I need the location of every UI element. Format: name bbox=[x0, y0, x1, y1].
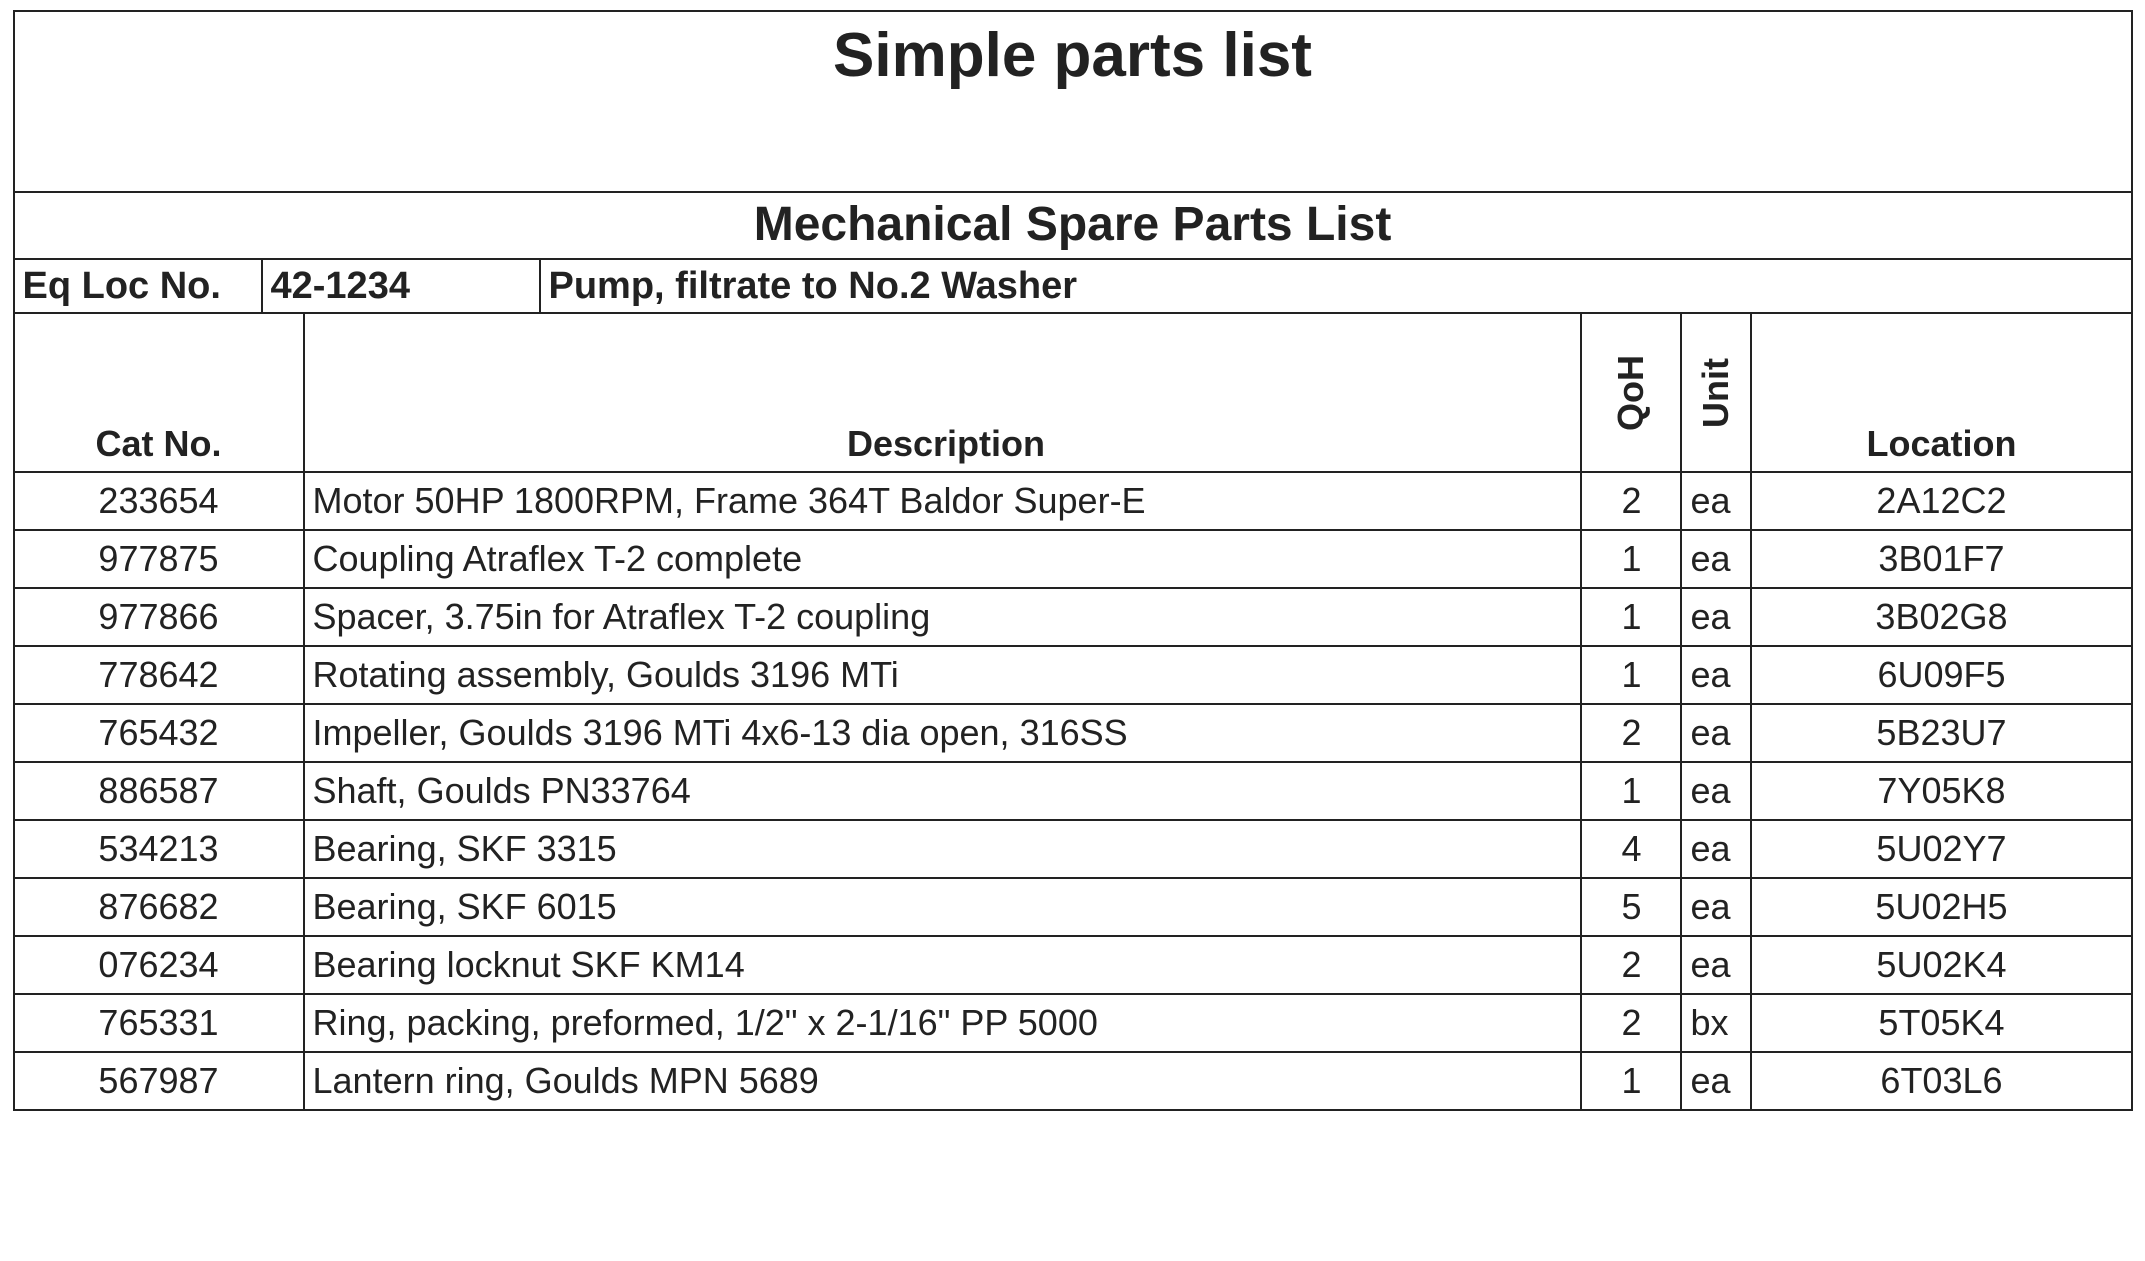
equipment-row: Eq Loc No. 42-1234 Pump, filtrate to No.… bbox=[14, 259, 2132, 313]
cell-loc: 3B01F7 bbox=[1751, 530, 2131, 588]
cell-qoh: 1 bbox=[1581, 530, 1681, 588]
title-cell: Simple parts list bbox=[14, 11, 2132, 192]
cell-qoh: 1 bbox=[1581, 1052, 1681, 1110]
header-qoh: QoH bbox=[1581, 313, 1681, 472]
table-row: 534213Bearing, SKF 33154ea5U02Y7 bbox=[14, 820, 2132, 878]
cell-qoh: 1 bbox=[1581, 762, 1681, 820]
cell-unit: ea bbox=[1681, 762, 1751, 820]
cell-cat: 567987 bbox=[14, 1052, 304, 1110]
parts-list-table: Simple parts list Mechanical Spare Parts… bbox=[13, 10, 2133, 1111]
table-row: 977875Coupling Atraflex T-2 complete1ea3… bbox=[14, 530, 2132, 588]
cell-desc: Impeller, Goulds 3196 MTi 4x6-13 dia ope… bbox=[304, 704, 1582, 762]
cell-loc: 5U02H5 bbox=[1751, 878, 2131, 936]
cell-desc: Motor 50HP 1800RPM, Frame 364T Baldor Su… bbox=[304, 472, 1582, 530]
equipment-cell: Eq Loc No. 42-1234 Pump, filtrate to No.… bbox=[14, 259, 2132, 313]
cell-unit: bx bbox=[1681, 994, 1751, 1052]
cell-cat: 886587 bbox=[14, 762, 304, 820]
cell-cat: 778642 bbox=[14, 646, 304, 704]
table-row: 778642Rotating assembly, Goulds 3196 MTi… bbox=[14, 646, 2132, 704]
cell-qoh: 2 bbox=[1581, 704, 1681, 762]
eq-loc-number: 42-1234 bbox=[262, 260, 540, 312]
cell-unit: ea bbox=[1681, 936, 1751, 994]
cell-unit: ea bbox=[1681, 472, 1751, 530]
cell-cat: 765331 bbox=[14, 994, 304, 1052]
cell-loc: 7Y05K8 bbox=[1751, 762, 2131, 820]
cell-qoh: 1 bbox=[1581, 646, 1681, 704]
title-row: Simple parts list bbox=[14, 11, 2132, 192]
cell-desc: Coupling Atraflex T-2 complete bbox=[304, 530, 1582, 588]
cell-cat: 765432 bbox=[14, 704, 304, 762]
cell-loc: 3B02G8 bbox=[1751, 588, 2131, 646]
cell-desc: Rotating assembly, Goulds 3196 MTi bbox=[304, 646, 1582, 704]
column-header-row: Cat No. Description QoH Unit Location bbox=[14, 313, 2132, 472]
cell-loc: 5B23U7 bbox=[1751, 704, 2131, 762]
cell-desc: Bearing locknut SKF KM14 bbox=[304, 936, 1582, 994]
cell-loc: 5U02K4 bbox=[1751, 936, 2131, 994]
header-cat-no: Cat No. bbox=[14, 313, 304, 472]
cell-qoh: 1 bbox=[1581, 588, 1681, 646]
cell-desc: Lantern ring, Goulds MPN 5689 bbox=[304, 1052, 1582, 1110]
cell-loc: 2A12C2 bbox=[1751, 472, 2131, 530]
table-row: 876682Bearing, SKF 60155ea5U02H5 bbox=[14, 878, 2132, 936]
cell-unit: ea bbox=[1681, 704, 1751, 762]
header-qoh-text: QoH bbox=[1613, 355, 1649, 431]
header-location: Location bbox=[1751, 313, 2131, 472]
header-unit: Unit bbox=[1681, 313, 1751, 472]
table-row: 233654Motor 50HP 1800RPM, Frame 364T Bal… bbox=[14, 472, 2132, 530]
cell-loc: 5U02Y7 bbox=[1751, 820, 2131, 878]
table-row: 765331Ring, packing, preformed, 1/2" x 2… bbox=[14, 994, 2132, 1052]
cell-qoh: 4 bbox=[1581, 820, 1681, 878]
cell-desc: Spacer, 3.75in for Atraflex T-2 coupling bbox=[304, 588, 1582, 646]
page-subtitle: Mechanical Spare Parts List bbox=[754, 198, 1392, 251]
table-row: 765432Impeller, Goulds 3196 MTi 4x6-13 d… bbox=[14, 704, 2132, 762]
subtitle-cell: Mechanical Spare Parts List bbox=[14, 192, 2132, 259]
cell-unit: ea bbox=[1681, 820, 1751, 878]
cell-desc: Ring, packing, preformed, 1/2" x 2-1/16"… bbox=[304, 994, 1582, 1052]
cell-desc: Bearing, SKF 3315 bbox=[304, 820, 1582, 878]
cell-cat: 977866 bbox=[14, 588, 304, 646]
eq-description: Pump, filtrate to No.2 Washer bbox=[540, 260, 2131, 312]
cell-qoh: 2 bbox=[1581, 936, 1681, 994]
cell-desc: Shaft, Goulds PN33764 bbox=[304, 762, 1582, 820]
cell-unit: ea bbox=[1681, 646, 1751, 704]
subtitle-row: Mechanical Spare Parts List bbox=[14, 192, 2132, 259]
cell-cat: 876682 bbox=[14, 878, 304, 936]
table-body: 233654Motor 50HP 1800RPM, Frame 364T Bal… bbox=[14, 472, 2132, 1110]
cell-unit: ea bbox=[1681, 530, 1751, 588]
cell-qoh: 2 bbox=[1581, 472, 1681, 530]
cell-loc: 6T03L6 bbox=[1751, 1052, 2131, 1110]
cell-loc: 6U09F5 bbox=[1751, 646, 2131, 704]
cell-cat: 233654 bbox=[14, 472, 304, 530]
table-row: 567987Lantern ring, Goulds MPN 56891ea6T… bbox=[14, 1052, 2132, 1110]
cell-cat: 534213 bbox=[14, 820, 304, 878]
cell-qoh: 2 bbox=[1581, 994, 1681, 1052]
header-description: Description bbox=[304, 313, 1582, 472]
equipment-inner-table: Eq Loc No. 42-1234 Pump, filtrate to No.… bbox=[15, 260, 2131, 312]
eq-loc-label: Eq Loc No. bbox=[15, 260, 262, 312]
cell-cat: 076234 bbox=[14, 936, 304, 994]
table-row: 886587Shaft, Goulds PN337641ea7Y05K8 bbox=[14, 762, 2132, 820]
parts-list-wrapper: Simple parts list Mechanical Spare Parts… bbox=[13, 10, 2133, 1111]
cell-desc: Bearing, SKF 6015 bbox=[304, 878, 1582, 936]
table-row: 977866Spacer, 3.75in for Atraflex T-2 co… bbox=[14, 588, 2132, 646]
cell-cat: 977875 bbox=[14, 530, 304, 588]
cell-unit: ea bbox=[1681, 878, 1751, 936]
cell-unit: ea bbox=[1681, 1052, 1751, 1110]
cell-unit: ea bbox=[1681, 588, 1751, 646]
cell-loc: 5T05K4 bbox=[1751, 994, 2131, 1052]
cell-qoh: 5 bbox=[1581, 878, 1681, 936]
header-unit-text: Unit bbox=[1698, 358, 1734, 428]
page-title: Simple parts list bbox=[833, 21, 1312, 90]
table-row: 076234Bearing locknut SKF KM142ea5U02K4 bbox=[14, 936, 2132, 994]
